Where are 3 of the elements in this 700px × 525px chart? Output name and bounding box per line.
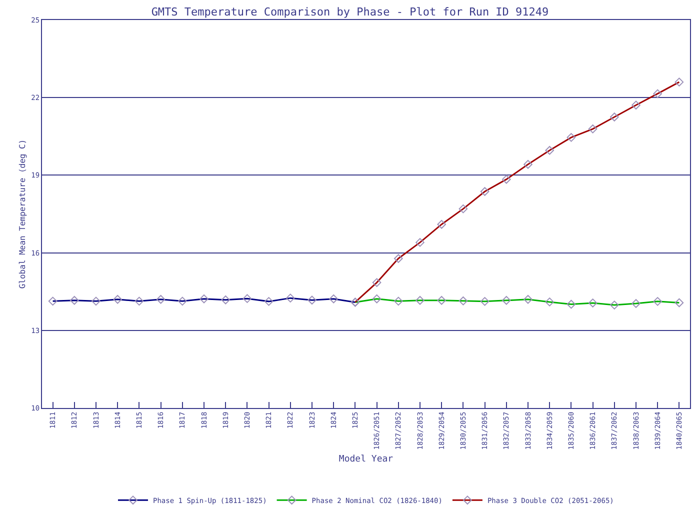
chart-title: GMTS Temperature Comparison by Phase - Plot for Run ID 91249	[151, 6, 549, 19]
y-axis-title: Global Mean Temperature (deg C)	[18, 139, 27, 289]
x-axis-title: Model Year	[338, 454, 394, 465]
